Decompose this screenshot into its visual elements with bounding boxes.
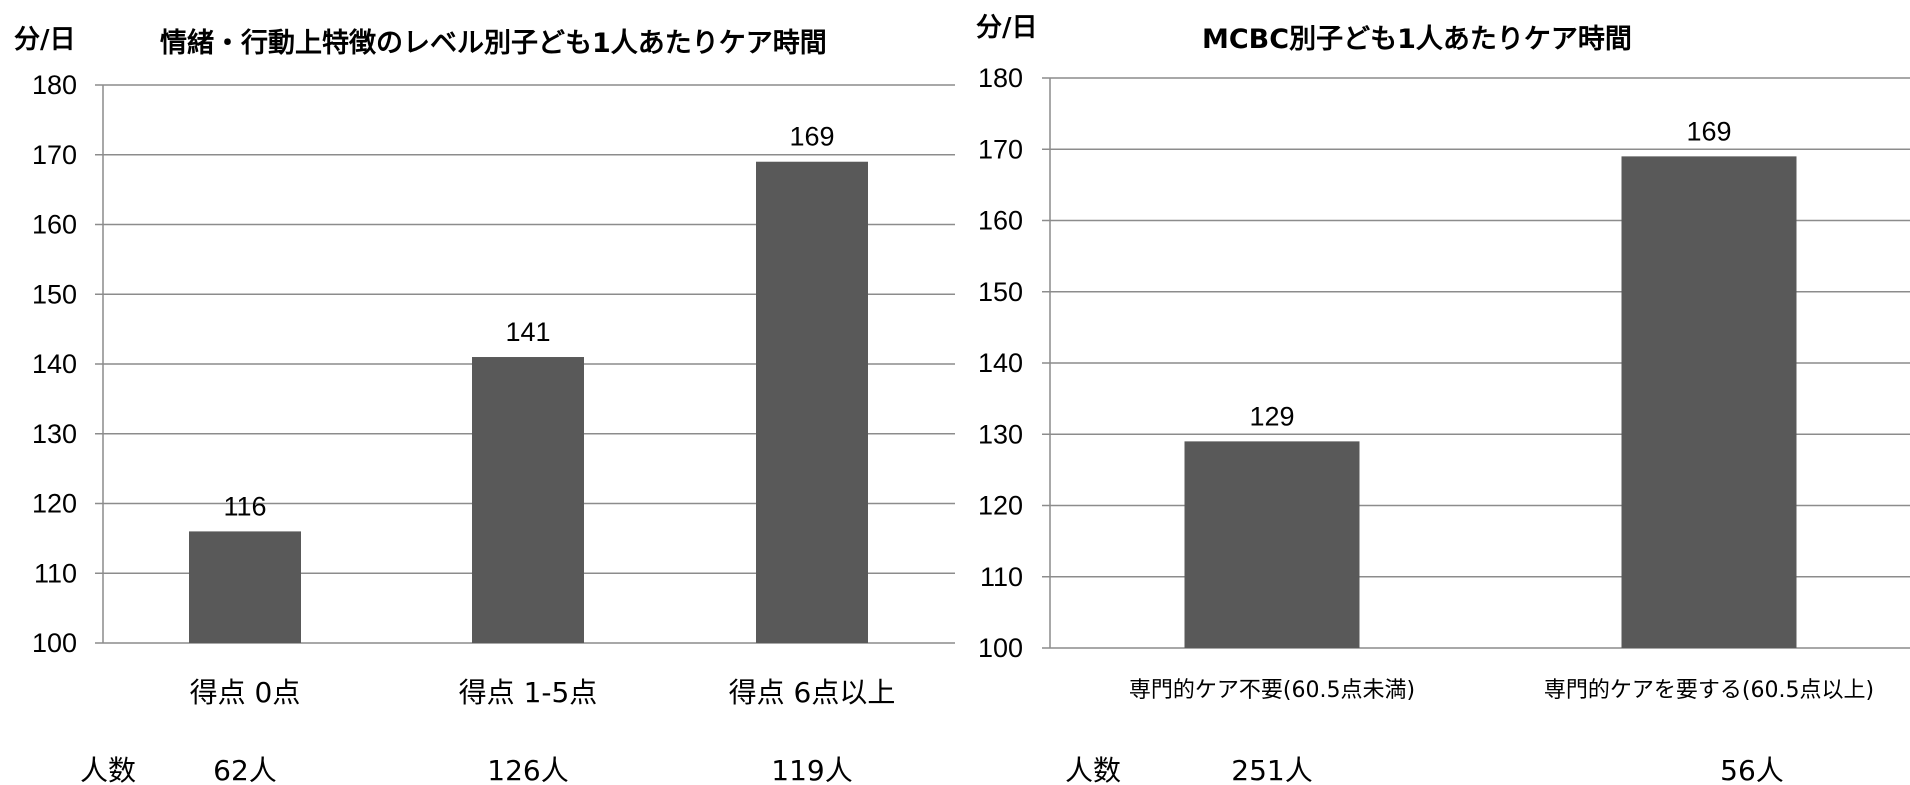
y-tick-label: 100 [978,633,1023,663]
count-value: 62人 [213,754,277,785]
y-tick-label: 120 [32,489,77,519]
data-label: 129 [1249,401,1294,431]
y-tick-label: 160 [32,210,77,240]
y-tick-label: 170 [978,134,1023,164]
x-category-label: 得点 6点以上 [729,676,896,709]
y-tick-label: 120 [978,491,1023,521]
y-tick-label: 150 [978,277,1023,307]
data-label: 169 [789,122,834,152]
y-tick-label: 140 [978,348,1023,378]
y-tick-label: 150 [32,279,77,309]
count-value: 251人 [1231,754,1312,785]
bar [756,161,868,643]
count-value: 126人 [487,754,568,785]
y-tick-label: 170 [32,140,77,170]
y-tick-label: 100 [32,628,77,658]
bar [189,531,301,643]
data-label: 116 [223,491,266,521]
y-tick-label: 180 [32,70,77,100]
chart1-plot: 100 110 120 130 140 150 160 170 180 116 得点 0点 62人 14… [32,70,955,785]
chart2-plot: 100 110 120 130 140 150 160 170 180 129 専門的ケア不要(60… [978,63,1910,785]
y-tick-label: 140 [32,349,77,379]
chart2-unit-label: 分/日 [976,13,1038,43]
x-category-label: 専門的ケアを要する(60.5点以上) [1544,678,1874,703]
bar [472,357,584,643]
chart2-title: MCBC別子ども1人あたりケア時間 [1202,24,1632,55]
y-tick-label: 110 [980,562,1023,592]
bar [1621,156,1797,648]
chart1-title: 情緒・行動上特徴のレベル別子ども1人あたりケア時間 [160,27,827,59]
x-category-label: 得点 1-5点 [459,676,598,709]
y-tick-label: 180 [978,63,1023,93]
y-tick-label: 110 [34,558,77,588]
bar [1184,441,1360,648]
chart2-count-label: 人数 [1065,754,1121,785]
count-value: 119人 [771,754,852,785]
chart1-unit-label: 分/日 [14,25,76,55]
data-label: 141 [505,317,550,347]
data-label: 169 [1686,116,1731,146]
y-tick-label: 130 [32,419,77,449]
chart1-count-label: 人数 [80,754,136,785]
x-category-label: 専門的ケア不要(60.5点未満) [1129,678,1415,703]
count-value: 56人 [1720,754,1784,785]
y-tick-label: 130 [978,419,1023,449]
y-tick-label: 160 [978,206,1023,236]
x-category-label: 得点 0点 [190,676,301,709]
